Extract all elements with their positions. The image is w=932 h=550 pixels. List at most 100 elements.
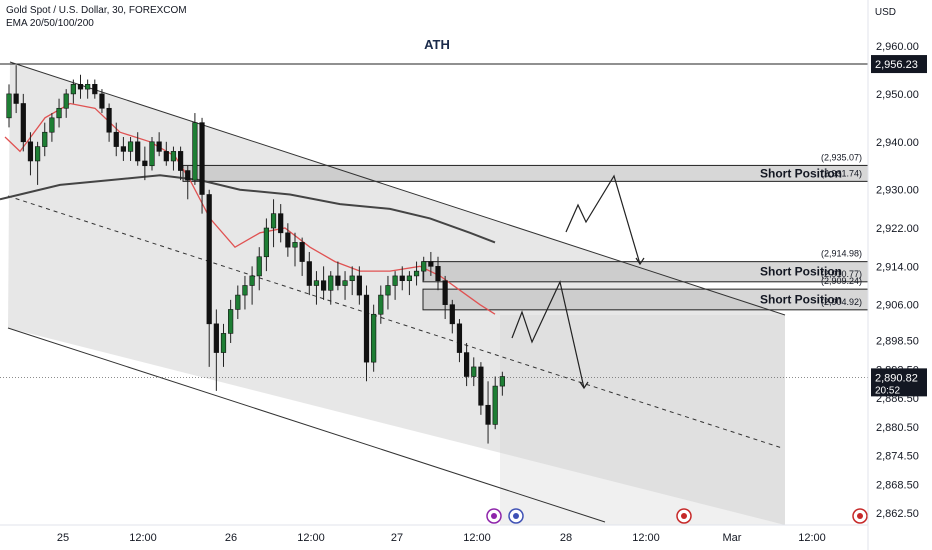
candle-body	[413, 270, 420, 277]
candle	[142, 146, 148, 181]
x-tick-label: 12:00	[463, 532, 491, 544]
x-tick-label: 27	[391, 532, 403, 544]
candle	[371, 304, 377, 372]
zone-label-1: Short Position	[760, 265, 842, 279]
current-price-tag	[871, 368, 927, 397]
candle	[356, 266, 362, 305]
candle	[70, 79, 76, 104]
candle-body	[99, 93, 105, 109]
candle-body	[270, 213, 277, 229]
y-tick-label: 2,950.00	[876, 89, 919, 101]
channel-bottom-line	[7, 327, 606, 523]
candle	[127, 137, 134, 161]
candle	[20, 93, 26, 152]
candle-body	[213, 323, 219, 353]
candle	[478, 362, 484, 415]
candle	[149, 137, 155, 171]
candle-body	[199, 122, 205, 195]
y-tick-label: 2,940.00	[876, 137, 919, 149]
zone-top-price-1: (2,914.98)	[821, 249, 862, 259]
candle-body	[485, 404, 491, 425]
y-tick-label: 2,898.50	[876, 336, 919, 348]
candle	[235, 285, 241, 320]
candle	[306, 251, 312, 296]
zone-bottom-price-1: (2,910.77)	[821, 269, 862, 279]
candle	[292, 232, 298, 267]
candle	[42, 122, 48, 157]
candle	[99, 89, 105, 114]
candle	[392, 271, 398, 300]
candle-body	[63, 93, 69, 109]
candle	[270, 199, 277, 248]
candle-body	[106, 107, 112, 133]
y-tick-label: 2,868.50	[876, 479, 919, 491]
candle	[363, 285, 370, 382]
candle	[185, 165, 191, 200]
candle	[178, 146, 184, 181]
candle-body	[77, 84, 84, 90]
candle-body	[192, 122, 198, 181]
candle-body	[42, 131, 48, 147]
candle	[192, 113, 198, 185]
candle-body	[178, 151, 184, 171]
candle	[428, 251, 434, 276]
candle	[206, 189, 212, 367]
candle-body	[320, 280, 327, 291]
channel-top-line	[9, 61, 786, 316]
ema-20-line	[4, 102, 496, 315]
bar-countdown-text: 20:52	[875, 385, 900, 396]
candle	[278, 204, 284, 243]
candle-body	[399, 275, 405, 282]
candle	[6, 84, 12, 128]
candle	[385, 275, 391, 310]
candle-body	[20, 103, 26, 143]
event-icon-dot-3	[857, 513, 863, 519]
candle	[471, 357, 477, 387]
x-tick-label: 12:00	[632, 532, 660, 544]
candle	[170, 146, 177, 171]
event-icon-dot-2	[681, 513, 687, 519]
candle	[421, 256, 427, 281]
ath-price-text: 2,956.23	[875, 59, 918, 71]
candle-body	[492, 385, 498, 425]
candle-body	[299, 242, 305, 262]
y-tick-label: 2,922.00	[876, 223, 919, 235]
candle-body	[406, 275, 413, 282]
candle-body	[285, 232, 291, 248]
candle-body	[385, 285, 391, 296]
candle	[456, 319, 463, 363]
candle-body	[363, 294, 370, 363]
candle-body	[428, 261, 434, 267]
candle	[499, 371, 505, 396]
candle-body	[435, 266, 441, 282]
currency-label: USD	[874, 7, 896, 18]
candle	[213, 309, 219, 391]
candle-body	[392, 275, 398, 286]
candle-body	[156, 141, 162, 152]
candle	[492, 376, 498, 430]
zone-top-price-0: (2,935.07)	[821, 152, 862, 162]
candle	[85, 79, 91, 99]
candle	[263, 218, 270, 272]
candle	[249, 266, 255, 305]
candle-body	[92, 84, 98, 95]
candle	[449, 299, 455, 334]
candle	[34, 141, 41, 185]
candle-body	[378, 294, 384, 315]
candle	[106, 103, 112, 142]
zone-label-0: Short Position	[760, 166, 842, 180]
candle-body	[249, 275, 255, 286]
candle-body	[170, 151, 177, 162]
candle-body	[135, 141, 141, 162]
candle	[220, 323, 227, 367]
candle-body	[56, 107, 62, 119]
ath-label: ATH	[424, 37, 450, 52]
event-icon-dot-1	[513, 513, 519, 519]
candle-body	[313, 280, 320, 286]
zone-label-2: Short Position	[760, 292, 842, 306]
candle	[285, 223, 291, 257]
candle	[199, 117, 205, 214]
y-tick-label: 2,874.50	[876, 451, 919, 463]
candle-body	[278, 213, 284, 234]
